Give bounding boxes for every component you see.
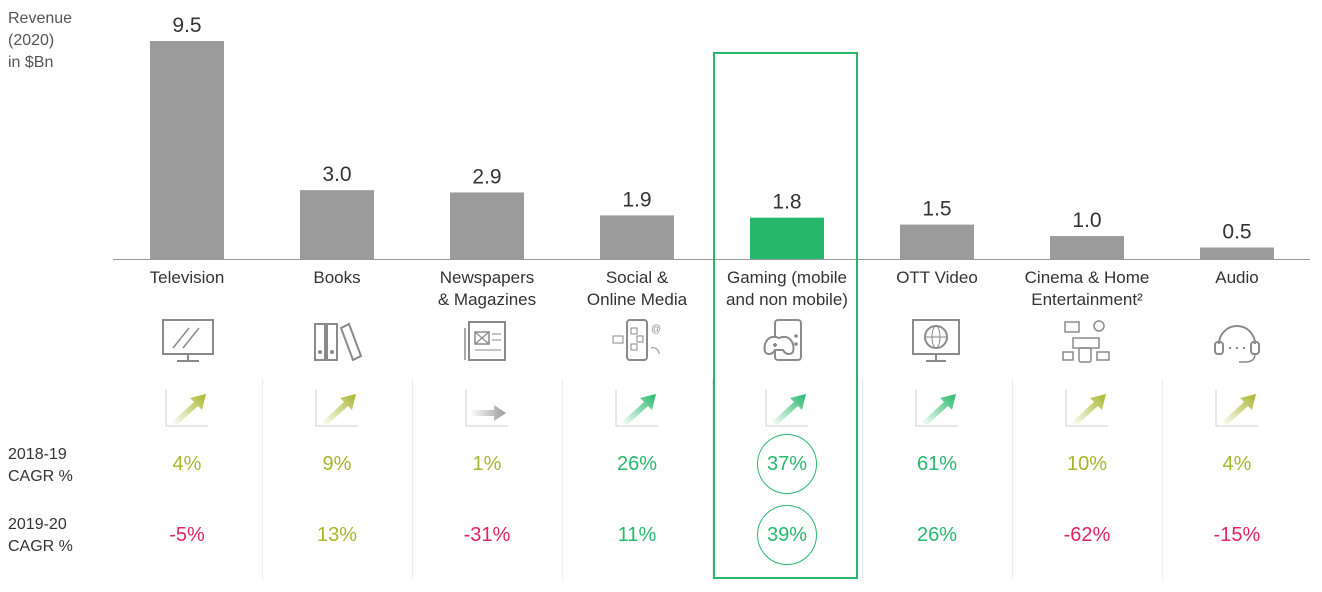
trend-flat-arrow-icon: [464, 388, 510, 433]
category-label-2: Newspapers & Magazines: [437, 268, 537, 309]
newspaper-icon: [459, 318, 515, 369]
highlight-circle: [757, 434, 817, 494]
cagr-value-0-6: 10%: [1066, 453, 1108, 475]
cagr-value-0-2: 1%: [472, 453, 502, 475]
bar-value-label-3: 1.9: [622, 188, 651, 211]
bar-0: [150, 41, 224, 259]
cagr-value-0-3: 26%: [616, 453, 658, 475]
column-divider: [1162, 380, 1163, 580]
bar-value-label-7: 0.5: [1222, 221, 1251, 244]
cinema-icon: [1059, 318, 1115, 369]
svg-text:@: @: [651, 324, 661, 335]
category-label-0: Television: [149, 268, 225, 287]
column-divider: [262, 380, 263, 580]
cagr-value-1-1: 13%: [316, 524, 358, 546]
bar-3: [600, 215, 674, 259]
trend-up-arrow-icon: [914, 388, 960, 433]
headset-icon: [1209, 318, 1265, 369]
tv-icon: [159, 318, 215, 369]
trend-up-arrow-icon: [614, 388, 660, 433]
category-label-5: OTT Video: [896, 268, 978, 287]
cagr-value-0-7: 4%: [1222, 453, 1252, 475]
column-divider: [1012, 380, 1013, 580]
column-divider: [712, 380, 713, 580]
trend-up-arrow-icon: [164, 388, 210, 433]
trend-up-arrow-icon: [764, 388, 810, 433]
trend-up-arrow-icon: [1214, 388, 1260, 433]
category-label-1: Books: [313, 268, 361, 287]
column-divider: [412, 380, 413, 580]
y-axis-label: Revenue (2020) in $Bn: [8, 10, 73, 71]
cagr-value-1-3: 11%: [617, 524, 657, 546]
bar-value-label-1: 3.0: [322, 163, 351, 186]
cagr-value-1-0: -5%: [169, 524, 205, 546]
social-media-icon: @: [609, 318, 665, 369]
bar-7: [1200, 247, 1274, 259]
trend-up-arrow-icon: [1064, 388, 1110, 433]
bar-value-label-2: 2.9: [472, 165, 501, 188]
category-label-6: Cinema & Home Entertainment²: [1024, 268, 1150, 309]
bar-1: [300, 190, 374, 259]
column-divider: [862, 380, 863, 580]
highlight-circle: [757, 505, 817, 565]
cagr-value-0-0: 4%: [172, 453, 202, 475]
bar-2: [450, 192, 524, 259]
category-label-7: Audio: [1215, 268, 1259, 287]
bar-value-label-0: 9.5: [172, 14, 201, 37]
bar-5: [900, 224, 974, 259]
cagr-value-1-7: -15%: [1213, 524, 1261, 546]
cagr-value-0-1: 9%: [322, 453, 352, 475]
cagr-value-1-6: -62%: [1063, 524, 1111, 546]
category-label-4: Gaming (mobile and non mobile): [726, 268, 848, 309]
highlight-box: [713, 52, 858, 579]
cagr-value-1-2: -31%: [463, 524, 511, 546]
trend-up-arrow-icon: [314, 388, 360, 433]
column-divider: [562, 380, 563, 580]
bar-4: [750, 217, 824, 259]
bar-value-label-5: 1.5: [922, 198, 951, 221]
cagr-value-0-5: 61%: [916, 453, 958, 475]
bar-value-label-4: 1.8: [772, 191, 801, 214]
bar-6: [1050, 236, 1124, 259]
gamepad-icon: [759, 318, 815, 369]
ott-video-icon: [909, 318, 965, 369]
books-icon: [309, 318, 365, 369]
cagr-row-label-1: 2019-20 CAGR %: [8, 516, 73, 555]
cagr-value-1-5: 26%: [916, 524, 958, 546]
category-label-3: Social & Online Media: [586, 268, 688, 309]
cagr-row-label-0: 2018-19 CAGR %: [8, 446, 73, 485]
bar-value-label-6: 1.0: [1072, 209, 1101, 232]
